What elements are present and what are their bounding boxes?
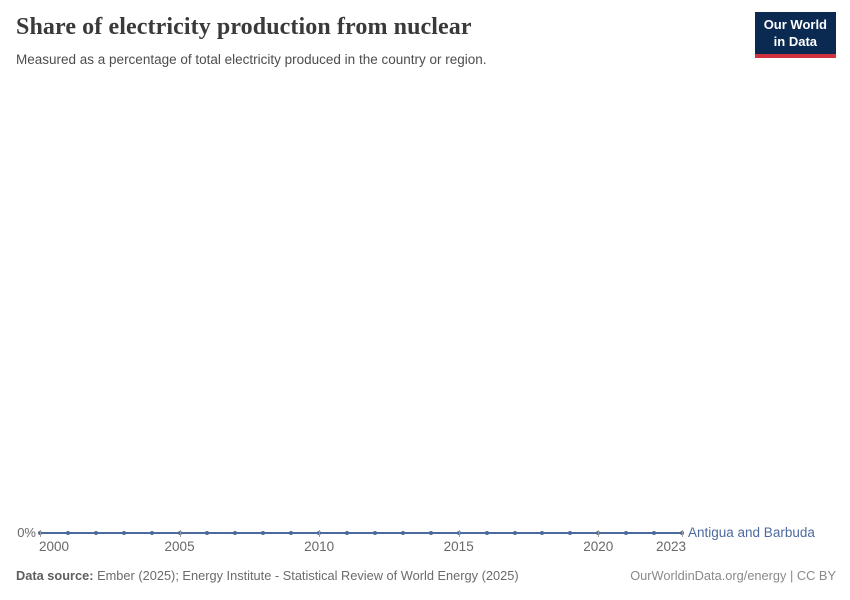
- attribution-link[interactable]: OurWorldinData.org/energy | CC BY: [630, 568, 836, 583]
- owid-logo-line1: Our World: [763, 17, 827, 32]
- chart-subtitle: Measured as a percentage of total electr…: [16, 52, 487, 67]
- data-point[interactable]: [149, 531, 154, 535]
- data-point[interactable]: [400, 531, 405, 535]
- data-point[interactable]: [624, 531, 629, 535]
- x-axis-tick-label: 2000: [39, 539, 70, 554]
- chart-title: Share of electricity production from nuc…: [16, 14, 472, 40]
- data-point[interactable]: [289, 531, 294, 535]
- x-axis-tick: [598, 530, 600, 537]
- x-axis-tick: [319, 530, 321, 537]
- data-source-label: Data source:: [16, 568, 94, 583]
- data-point[interactable]: [233, 531, 238, 535]
- x-axis-tick: [179, 530, 181, 537]
- x-axis-tick: [40, 530, 41, 537]
- x-axis-tick-label: 2010: [304, 539, 335, 554]
- data-point[interactable]: [261, 531, 266, 535]
- x-axis-tick-label: 2020: [583, 539, 614, 554]
- chart-footer: Data source: Ember (2025); Energy Instit…: [16, 568, 836, 583]
- x-axis-tick: [682, 530, 683, 537]
- x-axis-tick-label: 2023: [655, 539, 686, 554]
- data-source-value: Ember (2025); Energy Institute - Statist…: [93, 568, 519, 583]
- data-point[interactable]: [121, 531, 126, 535]
- entity-label: Antigua and Barbuda: [688, 525, 815, 540]
- data-point[interactable]: [512, 531, 517, 535]
- x-axis-tick-label: 2015: [443, 539, 474, 554]
- data-point[interactable]: [372, 531, 377, 535]
- y-axis-tick-label: 0%: [17, 525, 36, 540]
- data-point[interactable]: [568, 531, 573, 535]
- data-point[interactable]: [93, 531, 98, 535]
- data-point[interactable]: [65, 531, 70, 535]
- owid-logo[interactable]: Our World in Data: [754, 12, 836, 59]
- x-axis-tick-label: 2005: [164, 539, 195, 554]
- series-line[interactable]: [40, 532, 682, 534]
- data-point[interactable]: [652, 531, 657, 535]
- data-point[interactable]: [428, 531, 433, 535]
- data-point[interactable]: [484, 531, 489, 535]
- data-point[interactable]: [345, 531, 350, 535]
- data-point[interactable]: [540, 531, 545, 535]
- data-source-note: Data source: Ember (2025); Energy Instit…: [16, 568, 519, 583]
- data-point[interactable]: [205, 531, 210, 535]
- x-axis-tick: [458, 530, 460, 537]
- owid-logo-line2: in Data: [773, 33, 818, 49]
